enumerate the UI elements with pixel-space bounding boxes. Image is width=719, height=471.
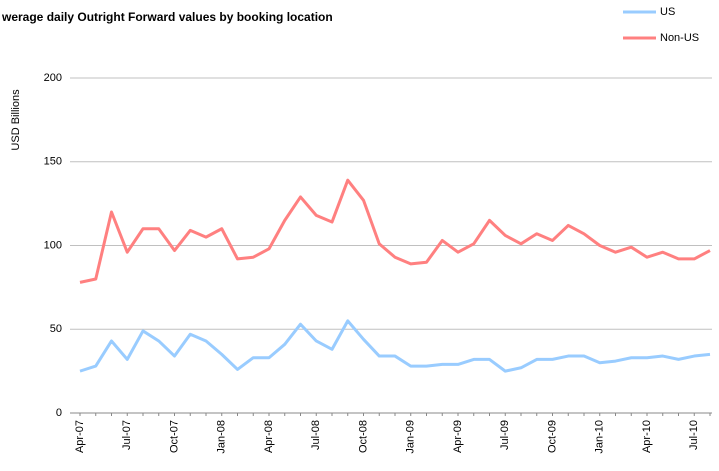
x-tick-label: Jul-10 bbox=[688, 420, 700, 450]
legend-label: Non-US bbox=[660, 32, 699, 44]
x-tick-label: Jan-08 bbox=[216, 420, 228, 454]
y-axis-title: USD Billions bbox=[10, 89, 22, 151]
series-line bbox=[79, 319, 711, 373]
x-tick-label: Jul-09 bbox=[499, 420, 511, 450]
x-tick-label: Oct-07 bbox=[168, 420, 180, 453]
y-tick-label: 200 bbox=[44, 72, 62, 84]
x-tick-label: Oct-09 bbox=[546, 420, 558, 453]
x-tick-label: Jul-07 bbox=[121, 420, 133, 450]
y-tick-label: 100 bbox=[44, 239, 62, 251]
x-tick-label: Oct-08 bbox=[357, 420, 369, 453]
y-tick-label: 50 bbox=[50, 323, 62, 335]
series-line bbox=[79, 178, 711, 284]
x-tick-label: Apr-10 bbox=[641, 420, 653, 453]
legend-label: US bbox=[660, 6, 675, 18]
x-tick-label: Jan-09 bbox=[405, 420, 417, 454]
x-tick-label: Apr-08 bbox=[263, 420, 275, 453]
x-tick-label: Apr-09 bbox=[452, 420, 464, 453]
x-tick-label: Jul-08 bbox=[310, 420, 322, 450]
x-tick-label: Apr-07 bbox=[74, 420, 86, 453]
chart-title: werage daily Outright Forward values by … bbox=[1, 10, 333, 24]
y-tick-label: 0 bbox=[56, 407, 62, 419]
y-tick-label: 150 bbox=[44, 156, 62, 168]
x-tick-label: Jan-10 bbox=[594, 420, 606, 454]
